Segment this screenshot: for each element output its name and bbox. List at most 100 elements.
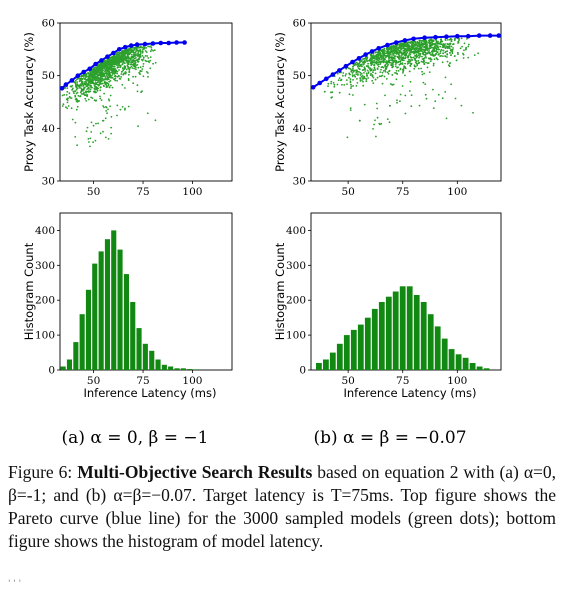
sample-point: [116, 70, 119, 73]
sample-point: [352, 79, 354, 81]
sample-point: [106, 112, 108, 115]
caption-label: Figure 6:: [8, 462, 73, 482]
pareto-point: [63, 82, 69, 87]
sample-point: [149, 67, 152, 70]
sample-point: [430, 41, 433, 44]
sample-point: [75, 108, 78, 111]
y-tick-label: 50: [42, 70, 55, 82]
sample-point: [374, 119, 376, 122]
sample-point: [80, 93, 83, 95]
sample-point: [120, 71, 123, 73]
sample-point: [122, 56, 125, 58]
sample-point: [327, 85, 329, 87]
sample-point: [150, 46, 153, 49]
sample-point: [85, 91, 87, 93]
sample-point: [449, 62, 452, 64]
sample-point: [380, 122, 383, 125]
sample-point: [375, 61, 377, 64]
sample-point: [408, 48, 411, 51]
sample-point: [356, 73, 359, 75]
sample-point: [89, 137, 92, 140]
sample-point: [432, 64, 435, 67]
sample-point: [144, 50, 147, 52]
axes-frame: [59, 22, 233, 182]
sample-point: [371, 61, 374, 63]
sample-point: [424, 39, 427, 42]
sample-point: [450, 38, 453, 41]
sample-point: [417, 62, 420, 64]
sample-point: [139, 55, 142, 57]
sample-point: [69, 85, 72, 88]
x-tick-label: 75: [396, 186, 409, 198]
sample-point: [428, 39, 430, 42]
sample-point: [426, 62, 429, 65]
sample-point: [103, 74, 106, 77]
sample-point: [410, 51, 413, 54]
histogram-bar: [427, 314, 434, 370]
sample-point: [433, 46, 435, 49]
sample-point: [407, 46, 410, 49]
sample-point: [381, 66, 384, 68]
sample-point: [404, 52, 407, 54]
sample-point: [349, 81, 352, 84]
pareto-point: [150, 41, 156, 46]
sample-point: [415, 47, 417, 49]
sample-point: [107, 83, 110, 85]
sample-point: [428, 71, 431, 73]
sample-point: [463, 49, 465, 52]
sample-point: [460, 37, 463, 40]
sample-point: [126, 64, 129, 67]
histogram-bar: [168, 366, 174, 370]
sample-point: [359, 74, 362, 76]
sample-point: [79, 95, 81, 98]
y-tick-label: 0: [299, 365, 306, 377]
sample-point: [99, 97, 102, 100]
sample-point: [369, 59, 371, 62]
sample-point: [124, 107, 126, 110]
sample-point: [97, 71, 99, 74]
sample-point: [61, 94, 64, 97]
sample-point: [425, 53, 427, 55]
sample-point: [393, 60, 396, 63]
sample-point: [380, 68, 382, 71]
sample-point: [374, 72, 377, 75]
sample-point: [346, 83, 348, 85]
sample-point: [108, 73, 111, 76]
sample-point: [381, 55, 383, 58]
sample-point: [97, 66, 99, 69]
pareto-point: [128, 43, 134, 48]
sample-point: [95, 122, 97, 125]
sample-point: [396, 61, 398, 64]
sample-point: [426, 66, 429, 69]
sample-point: [90, 96, 92, 99]
sample-point: [371, 75, 374, 78]
sample-point: [110, 116, 113, 118]
sample-point: [402, 56, 405, 59]
panel-b-scatter: 50 75 100 30 40 50 60 Proxy Task Accuracy (%): [273, 18, 502, 198]
sample-point: [120, 76, 122, 78]
sample-point: [357, 64, 360, 67]
sample-point: [333, 83, 336, 86]
sample-point: [332, 82, 335, 84]
sample-point: [103, 78, 106, 81]
sample-point: [452, 43, 455, 45]
sample-point: [415, 56, 418, 59]
sample-point: [384, 70, 387, 73]
sample-point: [365, 78, 368, 81]
pareto-point: [122, 44, 128, 50]
sample-point: [373, 61, 376, 64]
sample-point: [382, 54, 385, 56]
sample-point: [417, 59, 420, 62]
sample-point: [374, 78, 377, 81]
sample-point: [103, 106, 105, 109]
sample-point: [377, 52, 380, 55]
sample-point: [448, 47, 451, 50]
sample-point: [94, 80, 97, 82]
sample-point: [133, 47, 136, 50]
y-axis-label: Proxy Task Accuracy (%): [22, 32, 36, 172]
sample-point: [89, 88, 92, 91]
histogram-bar: [469, 363, 476, 370]
sample-point: [373, 57, 376, 60]
histogram-bar: [79, 314, 85, 370]
histogram-bar: [406, 286, 413, 370]
